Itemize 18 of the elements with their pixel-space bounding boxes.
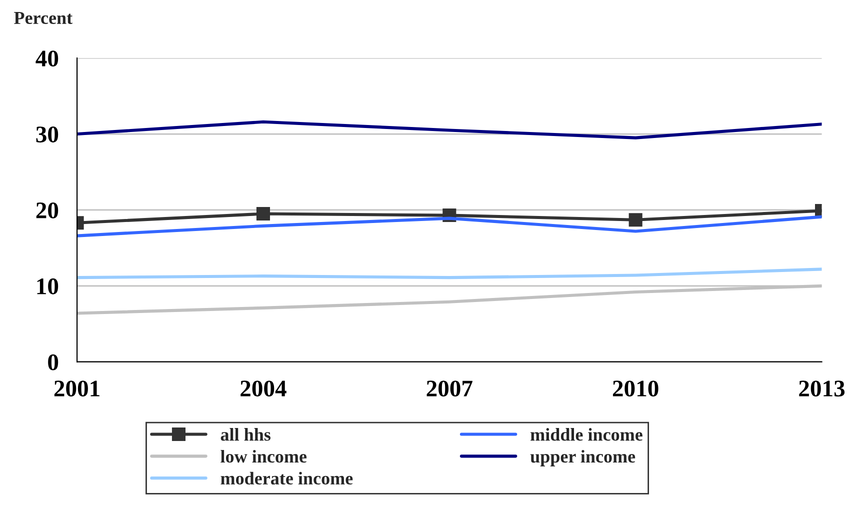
y-tick-label: 0 bbox=[48, 354, 58, 370]
legend-label: upper income bbox=[530, 450, 636, 466]
y-tick-label: 10 bbox=[37, 278, 58, 294]
line-series bbox=[77, 268, 822, 280]
legend-label: middle income bbox=[530, 428, 642, 441]
legend-label: all hhs bbox=[220, 428, 270, 441]
x-tick-label: 2010 bbox=[612, 380, 658, 397]
line-series bbox=[77, 120, 822, 140]
legend-label: moderate income bbox=[220, 472, 353, 485]
x-tick-label: 2013 bbox=[799, 380, 845, 397]
y-tick-label: 30 bbox=[36, 126, 58, 142]
legend-label: low income bbox=[220, 450, 307, 463]
y-tick-label: 20 bbox=[36, 202, 58, 218]
x-tick-label: 2007 bbox=[426, 380, 472, 397]
x-tick-label: 2004 bbox=[240, 380, 286, 397]
y-tick-label: 40 bbox=[36, 50, 58, 67]
x-tick-label: 2001 bbox=[54, 380, 100, 397]
y-axis-title: Percent bbox=[14, 12, 72, 24]
